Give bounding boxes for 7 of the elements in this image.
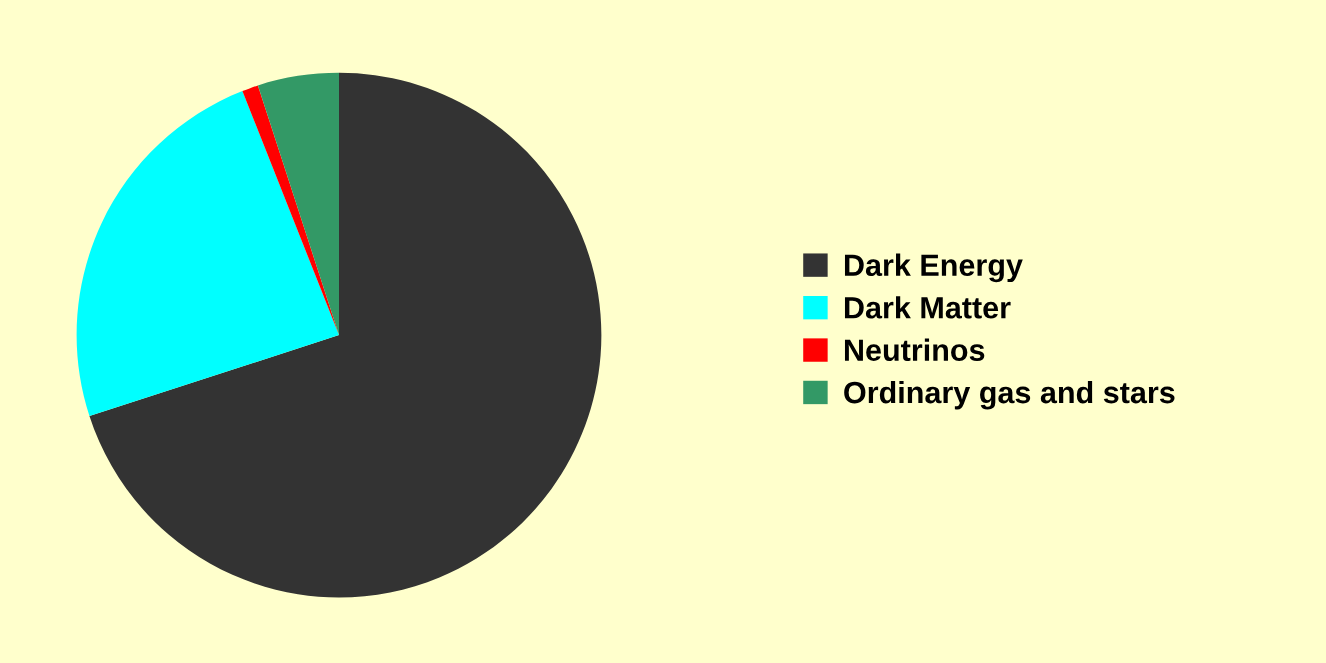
legend-label: Ordinary gas and stars	[844, 380, 1175, 410]
legend-label: Dark Matter	[844, 296, 1011, 319]
pie-slice	[76, 91, 339, 417]
pie-slice	[257, 72, 339, 336]
legend-label: Neutrinos	[844, 338, 985, 361]
pie-slice	[89, 72, 602, 598]
legend-label: Dark Energy	[844, 253, 1023, 283]
